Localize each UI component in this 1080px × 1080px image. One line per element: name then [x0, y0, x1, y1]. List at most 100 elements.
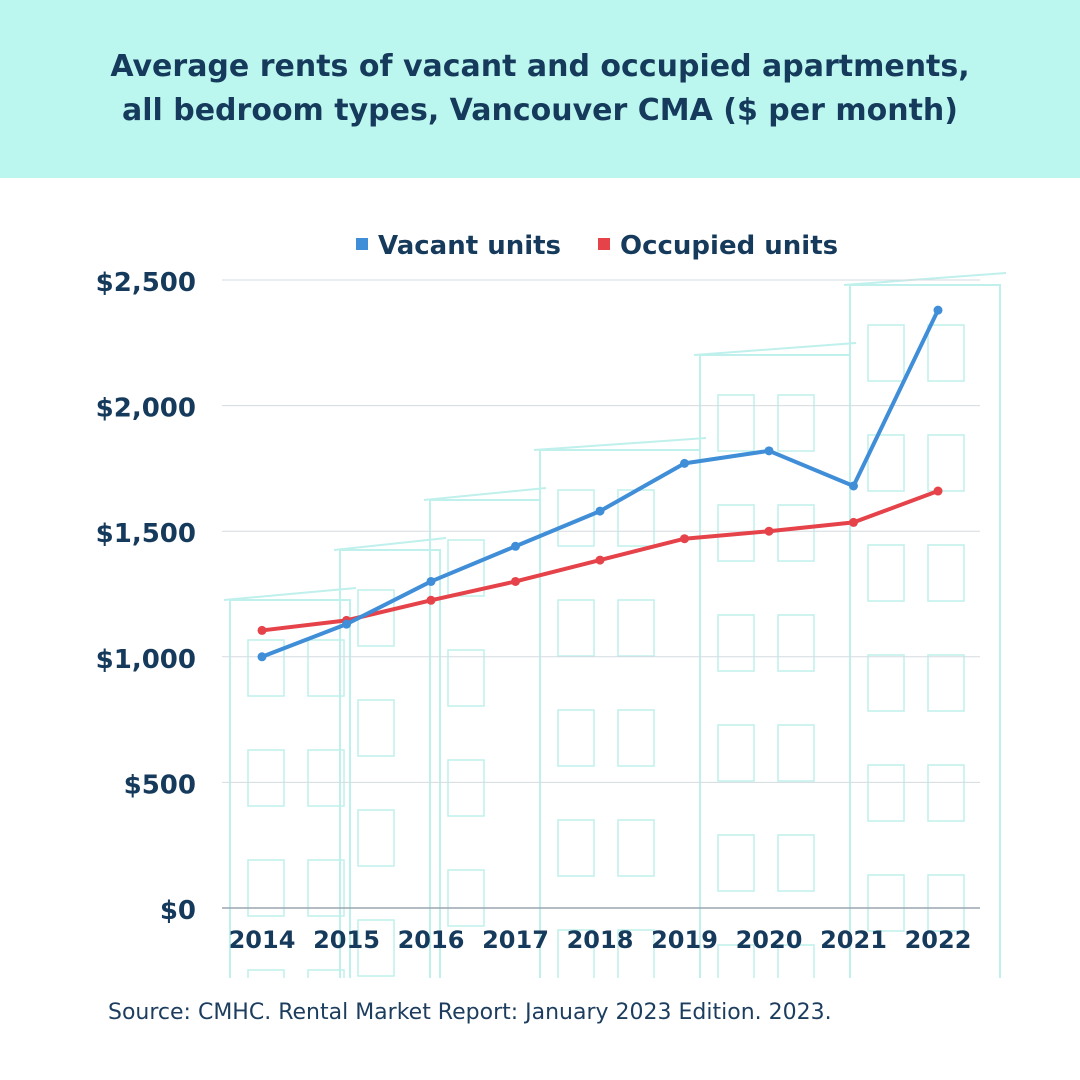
header-banner: Average rents of vacant and occupied apa… [0, 0, 1080, 178]
vacant-units-point [511, 541, 520, 551]
occupied-units-point [426, 595, 436, 605]
occupied-units-legend-swatch [598, 238, 610, 250]
building-block [423, 487, 547, 978]
building-window [717, 834, 755, 892]
vacant-units-point [680, 458, 689, 468]
occupied-units-point [933, 486, 943, 496]
vacant-units-point [426, 576, 436, 586]
building-block [223, 587, 357, 978]
building-window [927, 434, 965, 492]
building-window [867, 544, 905, 602]
building-window [777, 394, 815, 452]
building-window [717, 944, 755, 978]
building-window [357, 919, 395, 977]
occupied-units-point [849, 517, 858, 527]
building-window [777, 614, 815, 672]
vacant-units-point [342, 619, 351, 629]
x-tick-label: 2021 [820, 926, 887, 954]
x-tick-label: 2020 [736, 926, 803, 954]
building-window [307, 859, 345, 917]
building-window [617, 709, 655, 767]
building-window [717, 614, 755, 672]
occupied-units-point [511, 576, 520, 586]
occupied-units-point [764, 526, 774, 536]
building-window [307, 639, 345, 697]
building-window [447, 759, 485, 817]
y-tick-label: $1,500 [96, 519, 196, 549]
vacant-units-point [849, 481, 858, 491]
vacant-units-point [257, 652, 267, 662]
occupied-units-point [595, 555, 605, 565]
x-tick-label: 2019 [651, 926, 718, 954]
building-window [777, 504, 815, 562]
building-window [867, 874, 905, 932]
building-window [247, 749, 285, 807]
building-window [357, 809, 395, 867]
building-window [927, 324, 965, 382]
building-window [357, 699, 395, 757]
building-window [447, 539, 485, 597]
building-window [777, 834, 815, 892]
building-window [617, 599, 655, 657]
y-tick-label: $2,500 [96, 268, 196, 298]
x-tick-label: 2016 [398, 926, 465, 954]
x-tick-label: 2022 [905, 926, 972, 954]
y-tick-label: $500 [124, 770, 196, 800]
building-window [247, 969, 285, 978]
building-window [717, 394, 755, 452]
building-window [867, 654, 905, 712]
vacant-units-point [764, 446, 774, 456]
y-axis-ticks: $0 $500 $1,000 $1,500 $2,000 $2,500 [96, 268, 196, 926]
building-block [693, 342, 857, 978]
vacant-units-point [595, 506, 605, 516]
building-window [557, 599, 595, 657]
building-window [927, 874, 965, 932]
building-window [617, 819, 655, 877]
building-window [247, 639, 285, 697]
building-window [777, 724, 815, 782]
vacant-units-line [261, 309, 940, 659]
building-block [843, 272, 1007, 978]
building-window [927, 764, 965, 822]
building-window [247, 859, 285, 917]
building-window [927, 544, 965, 602]
chart-title-line-1: Average rents of vacant and occupied apa… [110, 49, 970, 84]
chart-title-line-2: all bedroom types, Vancouver CMA ($ per … [121, 93, 958, 128]
y-tick-label: $0 [160, 896, 196, 926]
vacant-units-legend-label: Vacant units [378, 231, 561, 261]
building-window [717, 724, 755, 782]
building-window [867, 324, 905, 382]
line-chart: $0$500$1,000$1,500$2,000$2,500 2014 2015 2… [96, 231, 1007, 978]
x-tick-label: 2018 [567, 926, 634, 954]
source-note: Source: CMHC. Rental Market Report: Janu… [108, 1000, 832, 1025]
y-tick-label: $2,000 [96, 394, 196, 424]
building-window [927, 654, 965, 712]
building-window [867, 764, 905, 822]
building-window [867, 434, 905, 492]
building-window [557, 489, 595, 547]
series-lines [257, 305, 943, 662]
building-window [557, 709, 595, 767]
building-window [557, 929, 595, 978]
x-axis-ticks: 2014 2015 2016 2017 2018 2019 2020 2021 2022 [229, 926, 972, 954]
vacant-units-legend-swatch [356, 238, 368, 250]
occupied-units-point [257, 625, 267, 635]
vacant-units-point [933, 305, 943, 315]
building-window [307, 749, 345, 807]
building-window [617, 929, 655, 978]
building-window [777, 944, 815, 978]
occupied-units-legend-label: Occupied units [620, 231, 838, 261]
legend: Vacant units Occupied units [356, 231, 838, 261]
occupied-units-point [680, 534, 689, 544]
building-window [557, 819, 595, 877]
gridlines [222, 279, 980, 909]
building-window [447, 869, 485, 927]
y-tick-label: $1,000 [96, 645, 196, 675]
x-tick-label: 2017 [482, 926, 549, 954]
building-block [533, 437, 707, 978]
building-window [447, 649, 485, 707]
building-window [307, 969, 345, 978]
x-tick-label: 2015 [313, 926, 380, 954]
x-tick-label: 2014 [229, 926, 296, 954]
building-sketch-background [223, 272, 1007, 978]
